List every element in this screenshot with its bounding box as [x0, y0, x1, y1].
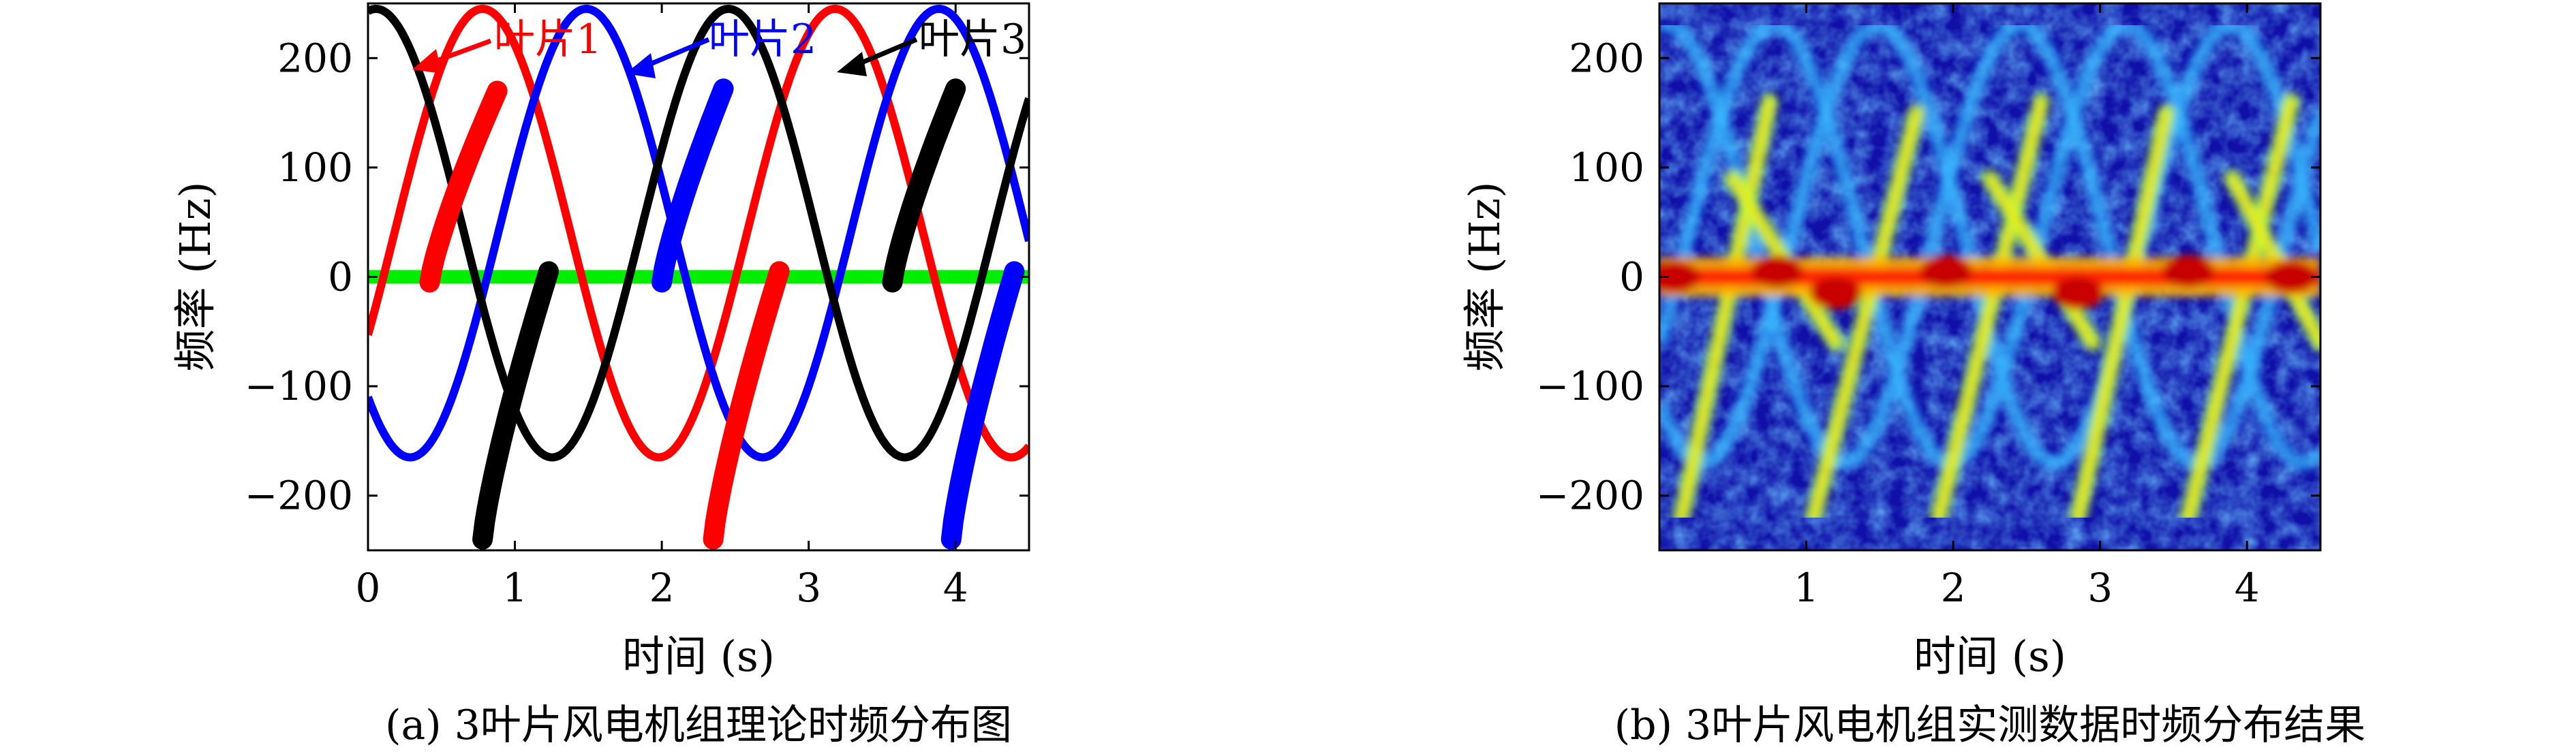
heatmap-hotspot: [2265, 260, 2317, 294]
chart-a-xlabel: 时间 (s): [622, 631, 775, 681]
flash-segment-blade1: [703, 261, 790, 550]
annotation-blade3-label: 叶片3: [919, 16, 1026, 63]
annotation-blade2: 叶片2: [626, 16, 816, 78]
x-tick-label: 1: [502, 565, 527, 611]
chart-b-ylabel: 频率 (Hz): [1460, 182, 1509, 372]
chart-b-xlabel: 时间 (s): [1914, 631, 2066, 681]
x-tick-label: 3: [2087, 565, 2113, 611]
chart-b: 1 2 3 4 200 100 0 −100 −200 时间 (s) 频率 (Hz) (b) 3…: [1460, 2, 2365, 749]
heatmap-hotspot: [1751, 255, 1803, 288]
y-tick-label: −100: [1536, 363, 1644, 409]
flash-segment-blade1: [419, 80, 508, 293]
y-tick-label: −200: [245, 473, 353, 519]
chart-a-annotations: 叶片1 叶片2 叶片3: [412, 16, 1026, 78]
flash-segment-blade2: [940, 261, 1025, 550]
chart-a-axes: 0 1 2 3 4 200 100 0 −100 −200: [245, 3, 1029, 611]
chart-a-plot-area: [368, 5, 1029, 550]
y-tick-label: −100: [245, 363, 353, 409]
heatmap-hotspot: [2052, 277, 2104, 310]
chart-b-heatmap: [1659, 3, 2320, 550]
chart-b-caption: (b) 3叶片风电机组实测数据时频分布结果: [1614, 702, 2365, 749]
x-tick-label: 4: [943, 565, 968, 611]
annotation-blade1-label: 叶片1: [494, 16, 602, 63]
annotation-blade2-label: 叶片2: [709, 16, 816, 63]
y-tick-label: 0: [328, 254, 353, 300]
chart-a-ylabel: 频率 (Hz): [170, 182, 220, 372]
heatmap-hotspot: [1920, 255, 1972, 288]
flash-segment-blade3: [882, 78, 966, 293]
x-tick-label: 0: [356, 565, 381, 611]
annotation-blade3: 叶片3: [837, 16, 1026, 76]
chart-b-axes: 1 2 3 4 200 100 0 −100 −200: [1536, 3, 2320, 611]
annotation-blade1: 叶片1: [412, 16, 602, 74]
heatmap-ridge: [1659, 18, 2320, 471]
x-tick-label: 3: [796, 565, 821, 611]
heatmap-hotspot: [1809, 277, 1862, 310]
y-tick-label: 100: [1569, 144, 1644, 191]
series-line-blade2: [368, 5, 1029, 462]
y-tick-label: 0: [1619, 254, 1644, 300]
x-tick-label: 4: [2235, 565, 2260, 611]
series-line-blade3: [368, 5, 1029, 462]
y-tick-label: 200: [277, 35, 353, 81]
x-tick-label: 2: [649, 565, 675, 611]
y-tick-label: 200: [1569, 35, 1644, 81]
heatmap-hotspot: [2162, 255, 2214, 288]
flash-segment-blade2: [651, 78, 734, 293]
x-tick-label: 1: [1794, 565, 1819, 611]
y-tick-label: 100: [277, 144, 353, 191]
y-tick-label: −200: [1536, 473, 1644, 519]
heatmap-hotspot: [1659, 260, 1700, 294]
chart-a-caption: (a) 3叶片风电机组理论时频分布图: [385, 702, 1012, 749]
flash-segment-blade3: [472, 261, 559, 550]
x-tick-label: 2: [1941, 565, 1966, 611]
